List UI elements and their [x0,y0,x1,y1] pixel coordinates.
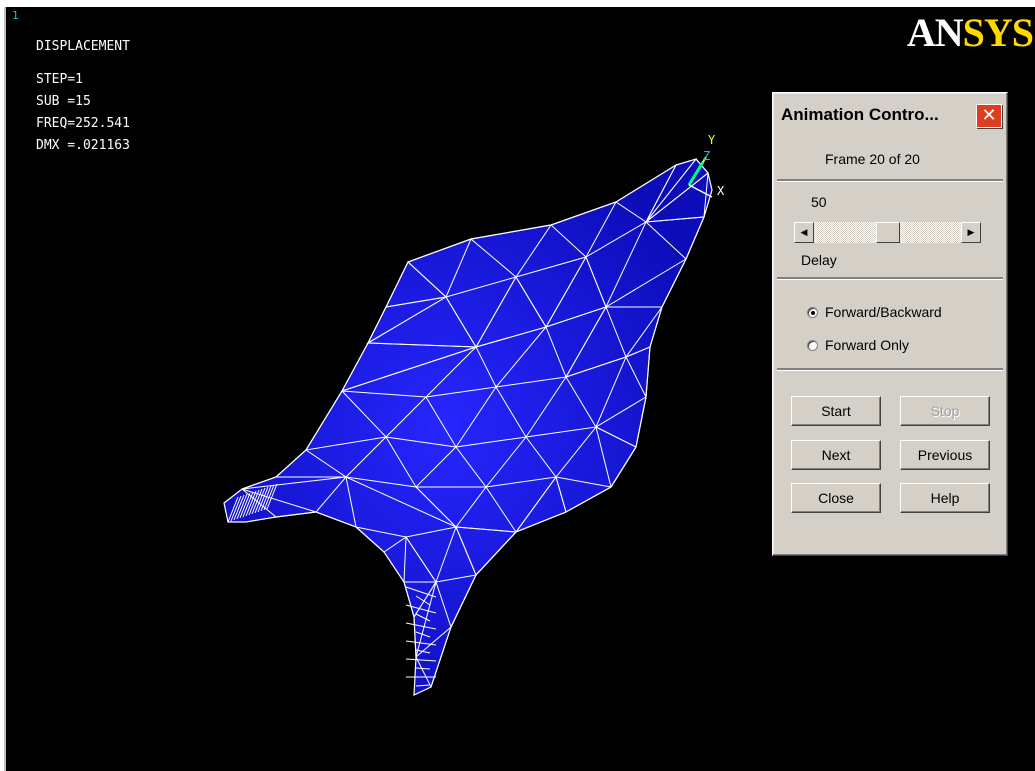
mesh-element [455,526,518,576]
mesh-edge [415,684,431,687]
mesh-edge [245,490,257,517]
mesh-edge [405,622,437,630]
delay-slider[interactable]: ◀ ▶ [794,222,981,243]
mesh-model-view: Y Z X [223,133,725,696]
mesh-element [474,276,547,348]
substep-label: SUB =15 [36,94,91,109]
mesh-element [345,396,427,478]
radio-forward-backward[interactable]: Forward/Backward [807,304,942,320]
animation-controller-dialog: Animation Contro... ✕ Frame 20 of 20 50 … [772,92,1008,556]
mesh-edge [405,586,437,598]
mesh-element-edges [227,158,709,689]
result-type-label: DISPLACEMENT [36,39,130,54]
mesh-element [485,476,558,533]
start-button[interactable]: Start [791,396,881,426]
dialog-title: Animation Contro... [781,105,939,124]
mesh-element [455,436,528,488]
coordinate-triad: Y Z X [687,133,725,198]
mesh-element [366,296,477,348]
mesh-element [354,526,408,553]
close-icon[interactable]: ✕ [976,104,1002,128]
mesh-element [525,426,598,478]
max-displacement-label: DMX =.021163 [36,138,130,153]
mesh-element [414,486,487,528]
mesh-element [625,346,651,399]
frame-counter: Frame 20 of 20 [825,151,920,167]
mesh-element [565,356,627,429]
mesh-edge [233,494,245,521]
frequency-label: FREQ=252.541 [36,116,130,131]
dialog-titlebar[interactable]: Animation Contro... ✕ [776,96,1004,134]
close-button[interactable]: Close [791,483,881,513]
arrow-left-icon[interactable]: ◀ [794,222,814,243]
mesh-element [415,625,453,689]
mesh-edge [266,483,278,510]
mesh-element [495,376,568,438]
slider-thumb[interactable] [875,222,900,243]
divider [777,179,1003,182]
mesh-element [341,346,477,398]
mesh-edge [415,649,431,654]
divider [777,368,1003,371]
mesh-edge [405,604,437,614]
graphics-viewport[interactable]: 1 DISPLACEMENT STEP=1 SUB =15 FREQ=252.5… [4,7,1035,771]
radio-unselected-icon[interactable] [807,339,818,351]
triad-z-label: Z [703,149,710,163]
divider [777,277,1003,280]
mesh-edge [405,640,437,646]
mesh-edge [263,484,275,511]
deformed-mesh-shape [223,158,713,696]
radio-selected-icon[interactable] [807,306,818,318]
mesh-element [544,255,607,328]
ansys-logo: ANSYS [906,10,1034,55]
mesh-edge [415,631,431,638]
mesh-edge [251,488,263,515]
mesh-element [385,436,458,488]
arrow-right-icon[interactable]: ▶ [961,222,981,243]
mesh-edge [415,613,431,622]
mesh-element [425,386,498,448]
mesh-edge [227,496,239,523]
triad-x-label: X [717,184,725,198]
mesh-element [403,581,437,619]
stop-button[interactable]: Stop [900,396,990,426]
previous-button[interactable]: Previous [900,440,990,470]
mesh-edge [260,485,272,512]
mesh-element [644,216,705,260]
mesh-edge [254,487,266,514]
mesh-element [407,238,472,298]
mesh-edge [415,595,431,606]
mesh-element [305,390,388,451]
mesh-element [274,449,348,478]
mesh-element [604,257,688,308]
mesh-element [469,224,553,278]
next-button[interactable]: Next [791,440,881,470]
mesh-element [315,475,357,528]
mesh-edge [405,658,437,662]
mesh-edge [239,492,251,519]
mesh-element [435,574,477,629]
mesh-element [595,426,637,489]
mesh-edge [257,486,269,513]
delay-value: 50 [811,194,827,210]
mesh-element [550,201,618,258]
radio-forward-only[interactable]: Forward Only [807,337,909,353]
help-button[interactable]: Help [900,483,990,513]
mesh-edge [248,489,260,516]
mesh-edge [236,493,248,520]
delay-label: Delay [801,252,837,268]
window-number: 1 [12,9,19,22]
mesh-edge [242,491,254,518]
triad-y-label: Y [708,133,716,147]
mesh-edge [415,667,431,670]
mesh-edge [230,495,242,522]
step-label: STEP=1 [36,72,83,87]
